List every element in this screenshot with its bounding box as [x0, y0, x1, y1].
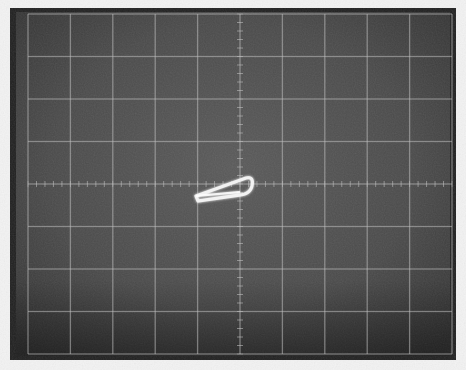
- trace-group: [194, 176, 254, 203]
- screen-shade: [16, 280, 450, 356]
- graticule: [27, 13, 453, 355]
- signal-trace: [194, 176, 254, 203]
- signal-trace-inner: [195, 190, 241, 198]
